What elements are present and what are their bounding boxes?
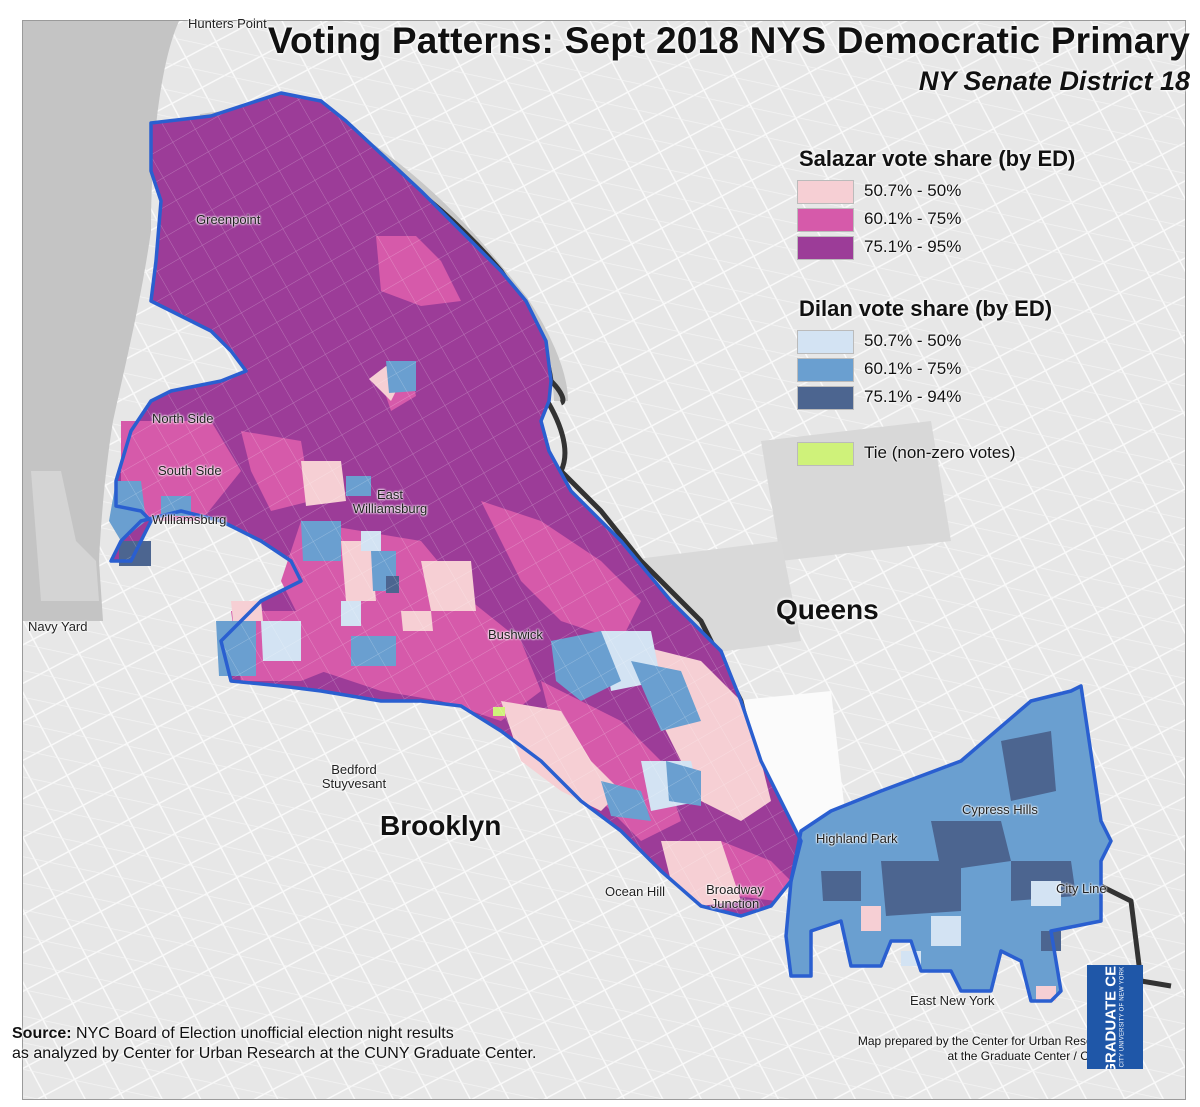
place-label-williamsburg: Williamsburg	[152, 512, 227, 527]
highland-park-area	[731, 691, 846, 841]
place-label-highland-park: Highland Park	[816, 831, 898, 846]
legend-swatch	[797, 208, 854, 232]
place-label-north-side: North Side	[152, 411, 214, 426]
place-label-ocean-hill: Ocean Hill	[605, 884, 665, 899]
map-credit: Map prepared by the Center for Urban Res…	[858, 1034, 1116, 1064]
dilan-low-precincts-east	[901, 881, 1061, 966]
logo-line-1: THE GRADUATE CENTER	[1102, 965, 1120, 1069]
place-label-greenpoint: Greenpoint	[196, 212, 261, 227]
graduate-center-logo: THE GRADUATE CENTER CITY UNIVERSITY OF N…	[1087, 965, 1143, 1069]
park-area	[761, 421, 951, 561]
source-line-1: NYC Board of Election unofficial electio…	[76, 1025, 454, 1042]
place-label-line: Williamsburg	[352, 501, 428, 516]
place-label-south-side: South Side	[158, 463, 222, 478]
place-label-east-new-york: East New York	[910, 993, 995, 1008]
place-label-bushwick: Bushwick	[488, 627, 543, 642]
legend-swatch	[797, 358, 854, 382]
place-label-city-line: City Line	[1056, 881, 1107, 896]
legend-label: 75.1% - 94%	[864, 387, 962, 406]
legend-swatch	[797, 442, 854, 466]
source-line-2: as analyzed by Center for Urban Research…	[12, 1045, 537, 1062]
district-outline-main	[109, 91, 803, 918]
map-title: Voting Patterns: Sept 2018 NYS Democrati…	[267, 20, 1190, 61]
legend-salazar-heading: Salazar vote share (by ED)	[799, 146, 1076, 171]
place-label-broadway-junction: Broadway Junction	[692, 883, 778, 911]
place-label-cypress-hills: Cypress Hills	[962, 802, 1038, 817]
place-label-line: Stuyvesant	[321, 776, 387, 791]
east-river	[23, 21, 179, 621]
source-label: Source:	[12, 1025, 72, 1042]
place-label-line: Bedford	[331, 762, 377, 777]
legend-dilan-heading: Dilan vote share (by ED)	[799, 296, 1053, 321]
map-graphics	[23, 21, 1185, 1099]
map-subtitle: NY Senate District 18	[918, 66, 1190, 96]
place-label-bedford-stuyvesant: Bedford Stuyvesant	[304, 763, 404, 791]
legend-swatch	[797, 330, 854, 354]
credit-line-1: Map prepared by the Center for Urban Res…	[857, 1034, 1116, 1048]
place-label-line: Junction	[710, 896, 760, 911]
legend-label: 75.1% - 95%	[864, 237, 962, 256]
logo-line-2: CITY UNIVERSITY OF NEW YORK	[1119, 966, 1126, 1068]
salazar-east-precincts	[861, 906, 1056, 1001]
borough-label-queens: Queens	[776, 594, 879, 625]
place-label-east-williamsburg: East Williamsburg	[340, 488, 440, 516]
place-label-hunters-point: Hunters Point	[188, 16, 267, 31]
borough-label-brooklyn: Brooklyn	[380, 810, 502, 841]
place-label-navy-yard: Navy Yard	[28, 619, 88, 634]
district-outline-east	[784, 684, 1113, 1003]
navy-yard-piers	[31, 471, 99, 601]
legend-label: 60.1% - 75%	[864, 209, 962, 228]
legend-label: 50.7% - 50%	[864, 331, 962, 350]
credit-line-2: at the Graduate Center / CUNY.	[947, 1049, 1116, 1063]
legend-swatch	[797, 386, 854, 410]
legend-label: 50.7% - 50%	[864, 181, 962, 200]
precinct-texture	[111, 93, 801, 916]
legend-label: Tie (non-zero votes)	[864, 443, 1016, 462]
logo-text: THE GRADUATE CENTER CITY UNIVERSITY OF N…	[1102, 965, 1127, 1069]
legend-swatch	[797, 236, 854, 260]
legend-label: 60.1% - 75%	[864, 359, 962, 378]
legend-swatch	[797, 180, 854, 204]
map-canvas	[22, 20, 1186, 1100]
place-label-line: East	[376, 487, 403, 502]
place-label-line: Broadway	[706, 882, 764, 897]
source-note: Source: NYC Board of Election unofficial…	[12, 1024, 536, 1064]
